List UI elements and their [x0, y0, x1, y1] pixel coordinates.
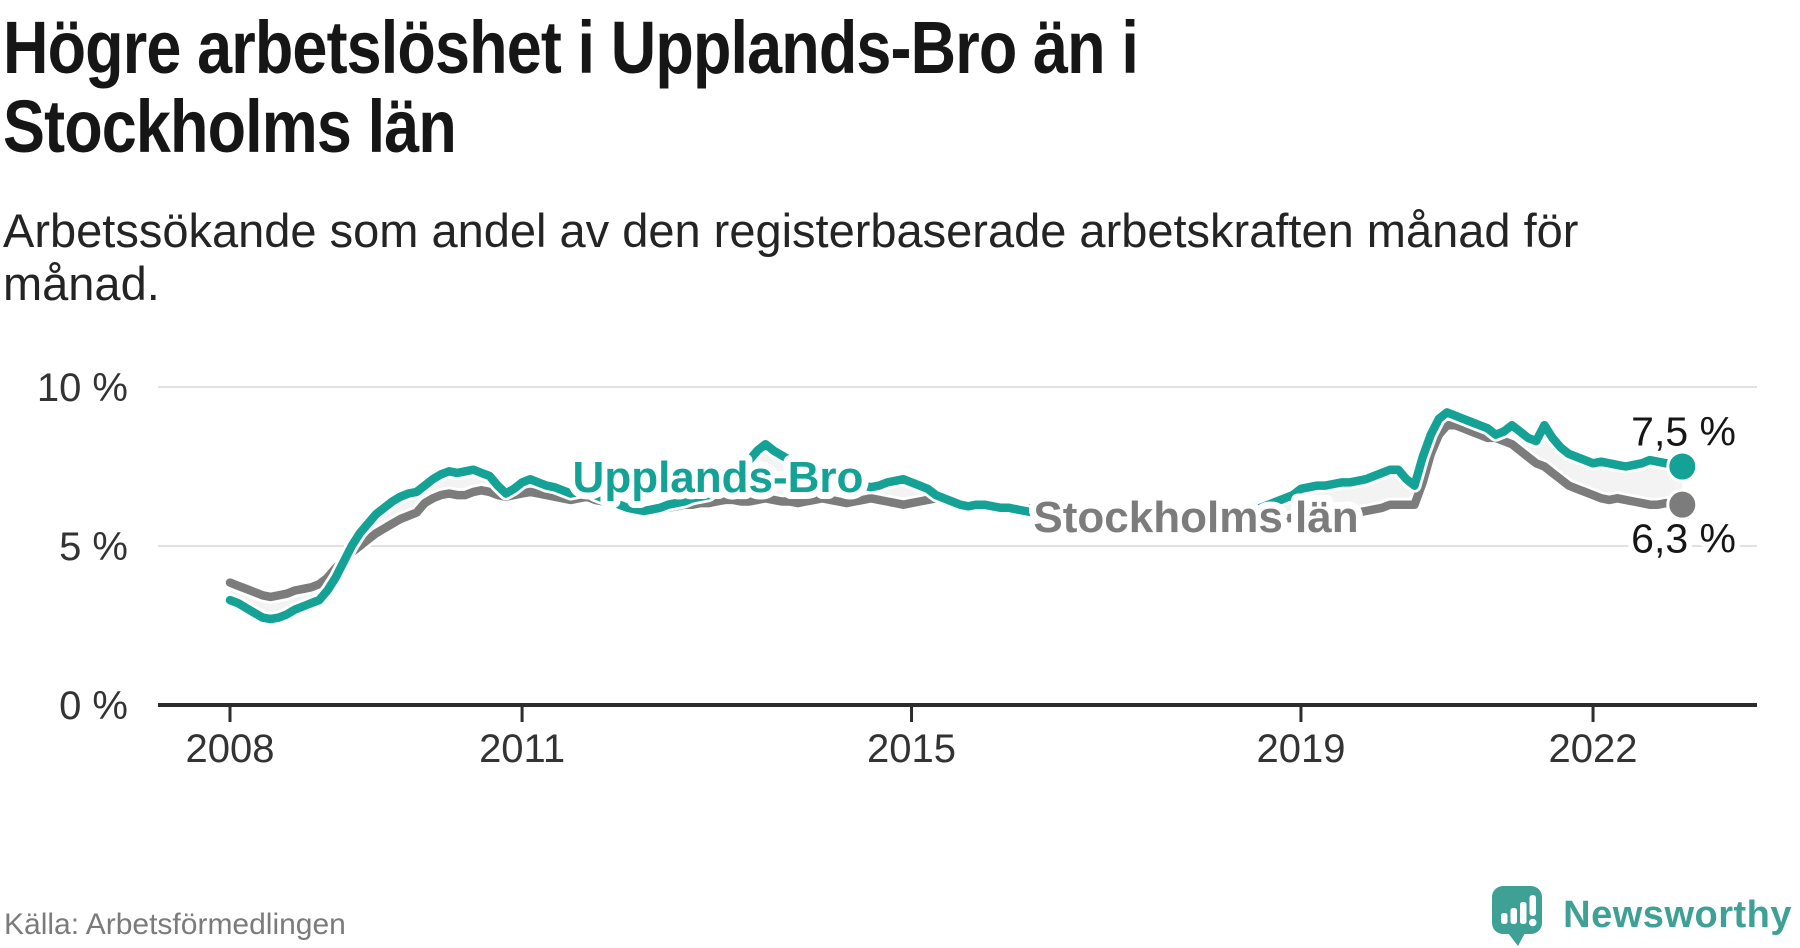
series-label-stockholms-lan: Stockholms län [1033, 493, 1358, 542]
series-line-upplands-bro [225, 408, 1687, 624]
unemployment-line-chart: 2008 2011 2015 2019 2022 0 % 5 % 10 % 6,3 % Stock… [37, 366, 1757, 771]
x-axis-label: 2008 [186, 727, 275, 771]
newsworthy-logo-icon [1492, 886, 1543, 946]
page-subtitle: Arbetssökande som andel av den registerb… [3, 204, 1578, 310]
newsworthy-logo-text: Newsworthy [1563, 893, 1792, 936]
end-value-label: 6,3 % [1631, 516, 1736, 562]
source-note: Källa: Arbetsförmedlingen [4, 908, 346, 941]
series-line-casing [223, 405, 1690, 627]
x-axis-label: 2019 [1256, 727, 1345, 771]
x-axis-label: 2022 [1549, 727, 1638, 771]
page-subtitle-line-2: månad. [3, 257, 160, 310]
series-line-casing [223, 418, 1690, 604]
page-title-line-2: Stockholms län [3, 85, 457, 168]
y-axis-label: 10 % [37, 366, 128, 410]
end-value-label: 7,5 % [1631, 409, 1736, 455]
y-axis-label: 0 % [59, 684, 128, 728]
x-axis-label: 2011 [479, 727, 565, 771]
series-label-upplands-bro: Upplands-Bro [573, 453, 864, 502]
page-title-line-1: Högre arbetslöshet i Upplands-Bro än i [3, 6, 1139, 89]
page-subtitle-line-1: Arbetssökande som andel av den registerb… [3, 204, 1579, 257]
y-axis-label: 5 % [59, 525, 128, 569]
between-series-fill [230, 412, 1683, 620]
page-title: Högre arbetslöshet i Upplands-Bro än i St… [3, 6, 1139, 168]
end-dot-upplands-bro [1666, 450, 1699, 483]
newsworthy-logo: Newsworthy [1491, 884, 1792, 946]
end-dot-stockholms-lan [1666, 488, 1699, 521]
x-axis-label: 2015 [867, 727, 956, 771]
series-line-stockholms-lan [225, 420, 1687, 602]
